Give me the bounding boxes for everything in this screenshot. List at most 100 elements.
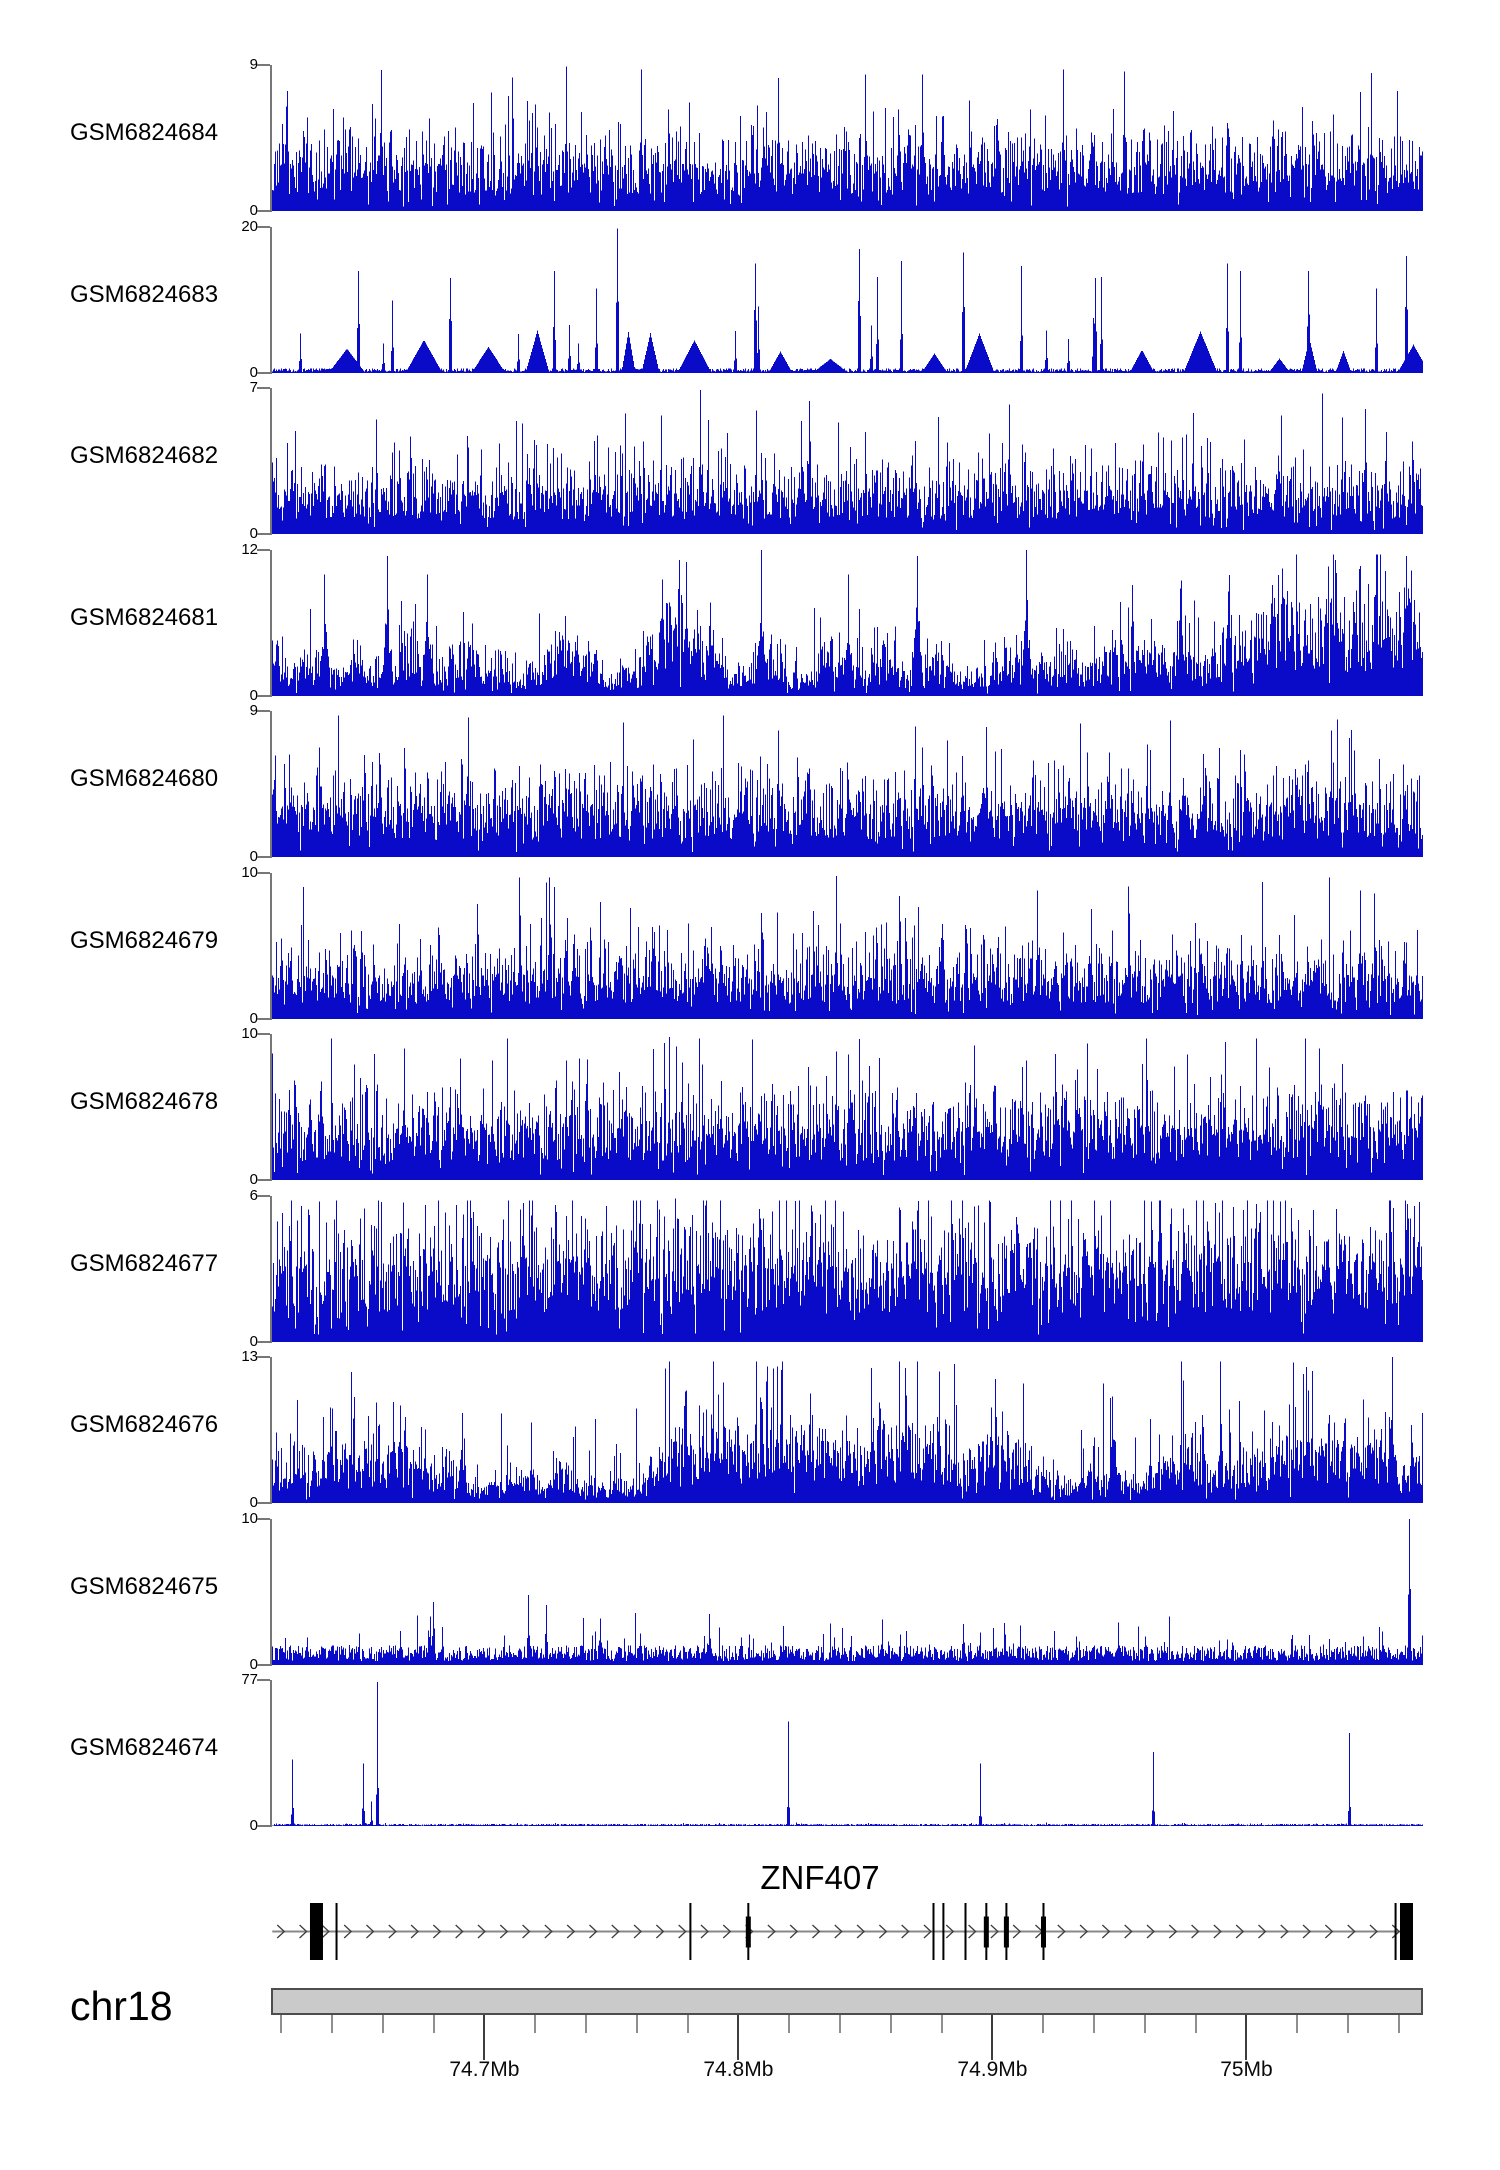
track-label-gsm6824680: GSM6824680	[70, 765, 219, 792]
exon-line	[335, 1903, 338, 1960]
coverage-plot-gsm6824674	[272, 1681, 1423, 1826]
strand-arrow-icon	[722, 1924, 732, 1939]
y-axis-line	[270, 549, 272, 697]
coverage-plot-gsm6824675	[272, 1518, 1423, 1665]
track-label-gsm6824676: GSM6824676	[70, 1411, 219, 1438]
y-axis-tick	[257, 1502, 270, 1504]
axis-tick-label: 74.7Mb	[449, 2058, 520, 2081]
y-axis-max-label: 9	[249, 702, 258, 719]
track-label-gsm6824678: GSM6824678	[70, 1088, 219, 1115]
y-axis-tick	[257, 1340, 270, 1343]
strand-arrow-icon	[299, 1924, 308, 1939]
strand-arrow-icon	[945, 1924, 955, 1939]
coverage-area	[272, 1197, 1423, 1342]
axis-major-tick	[991, 2015, 994, 2060]
track-label-gsm6824679: GSM6824679	[70, 926, 219, 954]
strand-arrow-icon	[544, 1924, 553, 1939]
y-axis-tick	[257, 1663, 270, 1666]
axis-major-tick	[1245, 2015, 1248, 2060]
y-axis-tick	[257, 871, 270, 874]
y-axis-tick	[257, 533, 270, 535]
strand-arrow-icon	[1079, 1924, 1089, 1939]
axis-minor-tick	[584, 2015, 587, 2033]
axis-minor-tick	[1296, 2015, 1299, 2033]
strand-arrow-icon	[321, 1924, 330, 1939]
y-axis-max-label: 10	[241, 863, 258, 881]
y-axis-tick	[257, 225, 270, 228]
coverage-area	[272, 1681, 1423, 1826]
y-axis-zero-label: 0	[249, 525, 258, 542]
axis-minor-tick	[330, 2015, 333, 2033]
strand-arrow-icon	[678, 1924, 687, 1939]
strand-arrow-icon	[834, 1924, 843, 1939]
y-axis-max-label: 10	[241, 1509, 258, 1527]
y-axis-line	[270, 711, 272, 858]
strand-arrow-icon	[589, 1924, 598, 1939]
y-axis-line	[270, 1518, 272, 1666]
strand-arrow-icon	[1347, 1924, 1356, 1939]
strand-arrow-icon	[1101, 1924, 1111, 1939]
exon-box	[1399, 1903, 1413, 1960]
strand-arrow-icon	[1191, 1924, 1200, 1939]
strand-arrow-icon	[700, 1924, 709, 1939]
coverage-plot-gsm6824677	[272, 1197, 1423, 1342]
strand-arrow-icon	[499, 1924, 509, 1939]
exon-line	[932, 1903, 935, 1960]
coverage-plot-gsm6824678	[272, 1036, 1423, 1180]
exon-line	[942, 1903, 945, 1960]
axis-minor-tick	[432, 2015, 435, 2033]
strand-arrow-icon	[878, 1924, 888, 1939]
y-axis-tick	[257, 1356, 270, 1358]
coverage-area	[272, 875, 1423, 1019]
y-axis-tick	[257, 856, 270, 858]
y-axis-tick	[257, 1017, 270, 1020]
y-axis-tick	[257, 64, 270, 66]
strand-arrow-icon	[522, 1924, 531, 1939]
track-label-gsm6824684: GSM6824684	[70, 119, 219, 146]
exon-box	[309, 1903, 323, 1960]
y-axis-tick	[257, 548, 270, 551]
axis-minor-tick	[686, 2015, 689, 2033]
y-axis-tick	[257, 371, 270, 374]
coverage-area	[272, 1518, 1423, 1665]
strand-arrow-icon	[990, 1924, 999, 1939]
axis-minor-tick	[635, 2015, 638, 2033]
y-axis-max-label: 12	[241, 540, 258, 558]
y-axis-tick	[257, 387, 270, 389]
cds-exon-box	[745, 1916, 751, 1948]
y-axis-max-label: 6	[249, 1186, 258, 1204]
strand-arrow-icon	[388, 1924, 397, 1939]
coverage-plot-gsm6824682	[272, 390, 1423, 534]
strand-arrow-icon	[1369, 1924, 1378, 1939]
strand-arrow-icon	[1124, 1924, 1133, 1939]
gene-model	[272, 1903, 1413, 1960]
coverage-plot-gsm6824683	[272, 228, 1423, 373]
y-axis-max-label: 10	[241, 1025, 258, 1042]
axis-minor-tick	[1093, 2015, 1096, 2033]
y-axis-tick	[257, 1517, 270, 1520]
axis-major-tick	[737, 2015, 740, 2060]
axis-minor-tick	[280, 2015, 283, 2033]
cds-exon-box	[1003, 1916, 1009, 1948]
y-axis-zero-label: 0	[249, 1332, 258, 1350]
axis-minor-tick	[889, 2015, 892, 2033]
axis-minor-tick	[1143, 2015, 1146, 2033]
cds-exon-box	[1040, 1916, 1046, 1948]
coverage-area	[272, 390, 1423, 534]
gene-label: ZNF407	[760, 1859, 880, 1896]
track-label-gsm6824682: GSM6824682	[70, 442, 219, 469]
exon-line	[964, 1903, 967, 1960]
y-axis-zero-label: 0	[249, 363, 258, 381]
strand-arrow-icon	[1057, 1924, 1066, 1939]
y-axis-line	[270, 872, 272, 1020]
y-axis-max-label: 20	[241, 217, 258, 235]
coverage-area	[272, 1036, 1423, 1180]
track-label-gsm6824675: GSM6824675	[70, 1572, 219, 1600]
coverage-plot-gsm6824679	[272, 875, 1423, 1019]
strand-arrow-icon	[1258, 1924, 1267, 1939]
y-axis-line	[270, 226, 272, 374]
strand-arrow-icon	[968, 1924, 977, 1939]
y-axis-tick	[257, 210, 270, 212]
coverage-area	[272, 715, 1423, 857]
